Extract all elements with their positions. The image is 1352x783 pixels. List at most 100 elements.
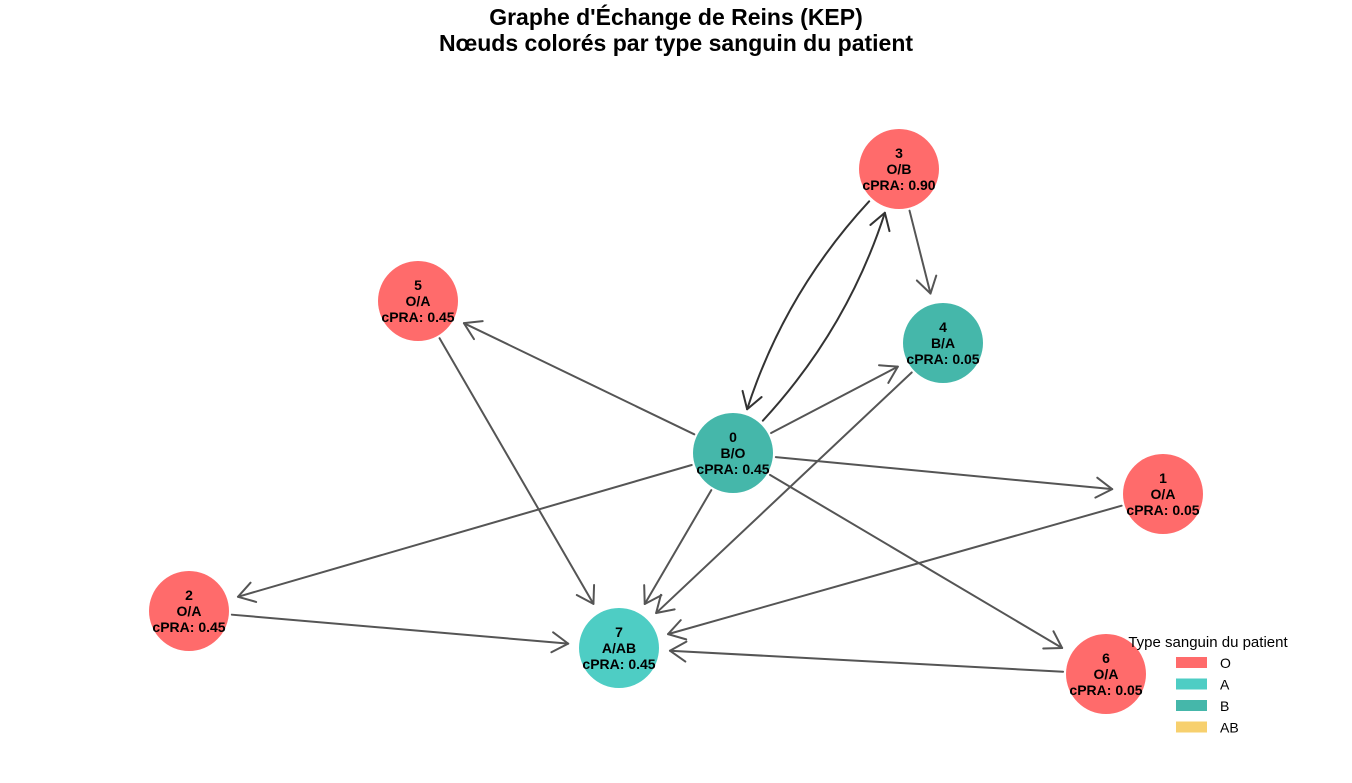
- node-6-circle: [1066, 634, 1146, 714]
- edge-0-1-line: [774, 456, 1114, 491]
- node-1-cpra-label: cPRA: 0.05: [1126, 502, 1199, 518]
- edge-2-7: [230, 613, 570, 654]
- node-5-pair-label: O/A: [406, 293, 431, 309]
- edge-0-5-line: [462, 322, 696, 436]
- node-1-circle: [1123, 454, 1203, 534]
- node-0-id-label: 0: [729, 429, 737, 445]
- legend-swatch-o: [1176, 657, 1207, 668]
- edge-0-2-arrowhead: [236, 581, 258, 603]
- node-4-id-label: 4: [939, 319, 947, 335]
- edge-1-7: [667, 504, 1123, 641]
- edge-6-7-arrowhead: [668, 640, 688, 663]
- legend-swatch-b: [1176, 700, 1207, 711]
- node-7-id-label: 7: [615, 624, 623, 640]
- node-6-id-label: 6: [1102, 650, 1110, 666]
- node-4-circle: [903, 303, 983, 383]
- node-5-circle: [378, 261, 458, 341]
- edge-3-0-line: [746, 200, 871, 411]
- edge-2-7-arrowhead: [550, 631, 570, 654]
- legend-label-b: B: [1220, 698, 1229, 714]
- edge-0-5-arrowhead: [462, 320, 484, 341]
- edge-0-6-arrowhead: [1042, 630, 1064, 650]
- edge-0-7-line: [643, 489, 713, 605]
- node-4-cpra-label: cPRA: 0.05: [906, 351, 979, 367]
- node-1-id-label: 1: [1159, 470, 1167, 486]
- edge-1-7-line: [667, 504, 1123, 636]
- graph-title: Graphe d'Échange de Reins (KEP): [489, 3, 863, 30]
- legend-label-ab: AB: [1220, 720, 1239, 736]
- legend-label-o: O: [1220, 655, 1231, 671]
- node-0-cpra-label: cPRA: 0.45: [696, 461, 769, 477]
- edge-0-2-line: [236, 463, 693, 598]
- node-2-pair-label: O/A: [177, 603, 202, 619]
- edge-0-6: [768, 473, 1064, 650]
- edge-0-6-line: [768, 473, 1064, 650]
- node-7-pair-label: A/AB: [602, 640, 636, 656]
- legend-item-o: O: [1176, 655, 1231, 671]
- node-4-pair-label: B/A: [931, 335, 955, 351]
- edge-0-1-arrowhead: [1094, 476, 1114, 499]
- legend-label-a: A: [1220, 677, 1230, 693]
- legend-swatch-a: [1176, 678, 1207, 690]
- edge-5-7-line: [438, 337, 595, 605]
- edge-3-4-line: [908, 209, 932, 295]
- edge-0-3-arrowhead: [869, 211, 891, 233]
- edges-layer: [230, 200, 1123, 673]
- graph-subtitle: Nœuds colorés par type sanguin du patien…: [439, 30, 913, 56]
- legend-item-b: B: [1176, 698, 1229, 714]
- edge-0-3-line: [761, 211, 886, 422]
- edge-0-5: [462, 320, 696, 436]
- edge-6-7: [668, 640, 1065, 673]
- edge-0-4: [770, 364, 899, 435]
- edge-1-7-arrowhead: [667, 619, 688, 641]
- node-7-circle: [579, 608, 659, 688]
- legend-item-a: A: [1176, 677, 1230, 693]
- edge-3-0: [741, 200, 871, 411]
- node-5-cpra-label: cPRA: 0.45: [381, 309, 454, 325]
- edge-2-7-line: [230, 613, 570, 645]
- edge-4-7: [655, 371, 913, 615]
- edge-4-7-arrowhead: [655, 593, 676, 615]
- node-1-pair-label: O/A: [1151, 486, 1176, 502]
- edge-0-2: [236, 463, 693, 603]
- legend-title: Type sanguin du patient: [1128, 634, 1288, 651]
- edge-5-7: [438, 337, 596, 605]
- node-3-id-label: 3: [895, 145, 903, 161]
- edge-0-4-arrowhead: [878, 364, 899, 384]
- edge-6-7-line: [668, 649, 1065, 673]
- edge-5-7-arrowhead: [575, 584, 596, 605]
- edge-0-4-line: [770, 365, 899, 435]
- node-0-circle: [693, 413, 773, 493]
- node-2-circle: [149, 571, 229, 651]
- node-7-cpra-label: cPRA: 0.45: [582, 656, 655, 672]
- node-3-pair-label: O/B: [887, 161, 912, 177]
- legend-item-ab: AB: [1176, 720, 1239, 736]
- edge-0-1: [774, 456, 1114, 499]
- node-3-cpra-label: cPRA: 0.90: [862, 177, 935, 193]
- node-3-circle: [859, 129, 939, 209]
- node-5-id-label: 5: [414, 277, 422, 293]
- edge-0-7: [643, 489, 713, 605]
- edge-3-4: [908, 209, 938, 295]
- edge-3-4-arrowhead: [915, 274, 938, 295]
- legend-swatch-ab: [1176, 721, 1207, 733]
- edge-0-7-arrowhead: [643, 584, 663, 605]
- edge-4-7-line: [655, 371, 913, 615]
- node-6-pair-label: O/A: [1094, 666, 1119, 682]
- node-0-pair-label: B/O: [721, 445, 746, 461]
- node-2-id-label: 2: [185, 587, 193, 603]
- edge-0-3: [761, 211, 891, 422]
- node-2-cpra-label: cPRA: 0.45: [152, 619, 225, 635]
